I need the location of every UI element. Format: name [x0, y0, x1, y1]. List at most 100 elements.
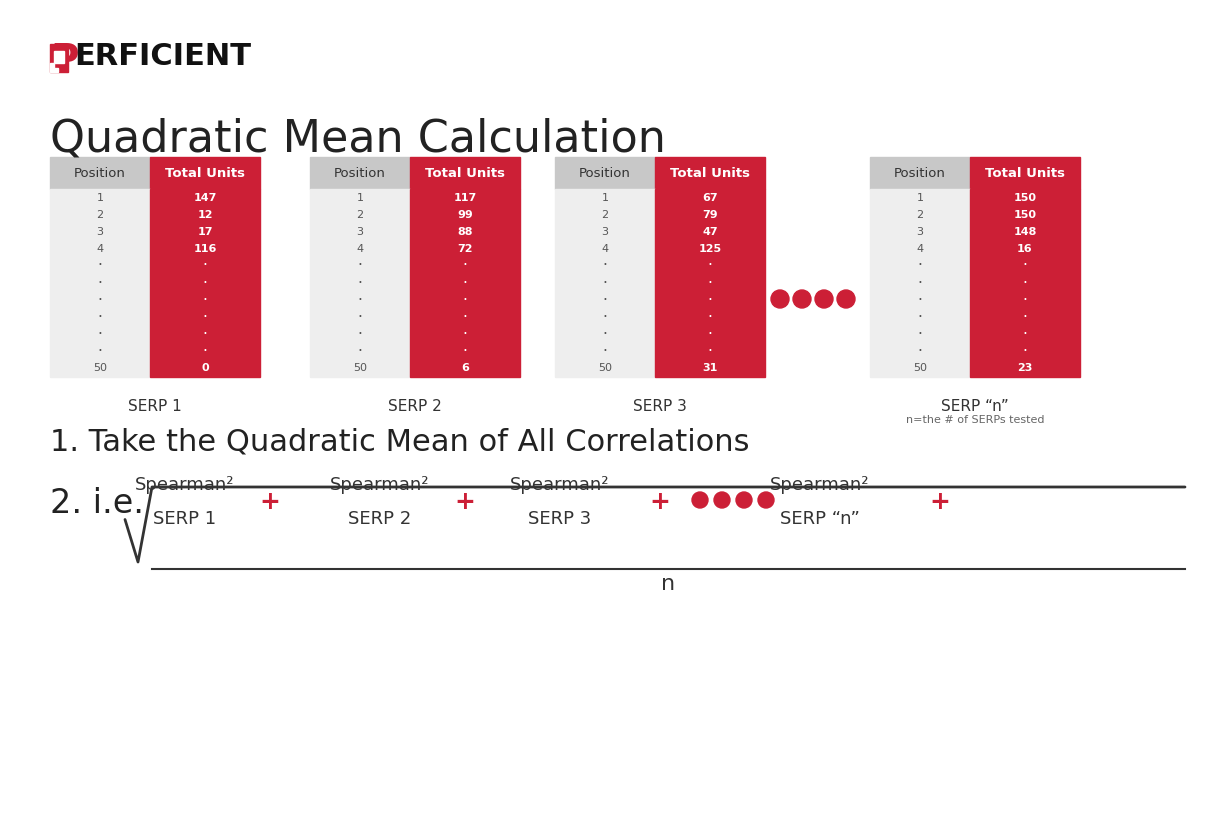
- Text: 1: 1: [916, 193, 923, 203]
- Bar: [555, 157, 656, 189]
- Text: ·: ·: [708, 275, 713, 291]
- Text: 1: 1: [356, 193, 363, 203]
- Text: 0: 0: [202, 364, 209, 373]
- Bar: [410, 157, 520, 189]
- Text: 2: 2: [356, 210, 363, 220]
- Text: Position: Position: [894, 167, 945, 180]
- Text: SERP 2: SERP 2: [349, 510, 412, 528]
- Text: 16: 16: [1018, 243, 1032, 254]
- Text: ·: ·: [98, 344, 103, 359]
- Text: ·: ·: [708, 258, 713, 274]
- Text: Position: Position: [75, 167, 126, 180]
- Text: ·: ·: [98, 327, 103, 342]
- Text: ·: ·: [603, 275, 608, 291]
- Text: P: P: [50, 42, 78, 80]
- Text: 1: 1: [97, 193, 104, 203]
- Text: 79: 79: [702, 210, 718, 220]
- Text: Spearman²: Spearman²: [770, 476, 870, 494]
- Text: 1: 1: [602, 193, 609, 203]
- Text: 2: 2: [97, 210, 104, 220]
- Text: 3: 3: [356, 227, 363, 237]
- Text: ·: ·: [357, 258, 362, 274]
- Text: 4: 4: [916, 243, 923, 254]
- Text: Total Units: Total Units: [670, 167, 750, 180]
- Text: ·: ·: [603, 344, 608, 359]
- Text: ·: ·: [708, 327, 713, 342]
- Text: ·: ·: [917, 310, 922, 324]
- Text: 50: 50: [353, 364, 367, 373]
- Text: 50: 50: [93, 364, 106, 373]
- Text: ·: ·: [603, 310, 608, 324]
- Text: ·: ·: [603, 327, 608, 342]
- Text: ·: ·: [357, 275, 362, 291]
- Text: +: +: [649, 490, 670, 514]
- Bar: [656, 157, 766, 189]
- Text: ·: ·: [603, 292, 608, 307]
- Text: SERP 1: SERP 1: [128, 399, 182, 414]
- Text: ·: ·: [917, 275, 922, 291]
- Circle shape: [714, 492, 730, 508]
- Text: ·: ·: [1022, 310, 1027, 324]
- Text: ·: ·: [917, 258, 922, 274]
- Circle shape: [758, 492, 774, 508]
- Text: ·: ·: [98, 258, 103, 274]
- Text: ·: ·: [462, 258, 467, 274]
- Text: n=the # of SERPs tested: n=the # of SERPs tested: [906, 415, 1044, 425]
- Text: 1. Take the Quadratic Mean of All Correlations: 1. Take the Quadratic Mean of All Correl…: [50, 427, 750, 456]
- Text: ·: ·: [1022, 327, 1027, 342]
- Text: 50: 50: [598, 364, 612, 373]
- Text: ERFICIENT: ERFICIENT: [75, 42, 251, 71]
- Text: ·: ·: [203, 258, 208, 274]
- Text: ·: ·: [708, 292, 713, 307]
- Text: ·: ·: [1022, 292, 1027, 307]
- Text: 3: 3: [916, 227, 923, 237]
- Text: 4: 4: [356, 243, 363, 254]
- Bar: [309, 157, 410, 189]
- Text: ·: ·: [1022, 344, 1027, 359]
- Text: ·: ·: [462, 344, 467, 359]
- Bar: [870, 157, 970, 189]
- Text: 150: 150: [1014, 210, 1037, 220]
- Text: 148: 148: [1014, 227, 1037, 237]
- Text: 50: 50: [914, 364, 927, 373]
- Circle shape: [837, 290, 855, 308]
- Text: Position: Position: [578, 167, 631, 180]
- Text: n: n: [662, 574, 675, 594]
- Bar: [870, 189, 970, 377]
- Text: SERP 3: SERP 3: [528, 510, 592, 528]
- Text: 2: 2: [916, 210, 923, 220]
- Text: ·: ·: [203, 344, 208, 359]
- Text: ·: ·: [98, 310, 103, 324]
- Text: ·: ·: [357, 344, 362, 359]
- Text: ·: ·: [203, 275, 208, 291]
- Text: ·: ·: [708, 310, 713, 324]
- Text: ·: ·: [203, 327, 208, 342]
- Text: ·: ·: [98, 292, 103, 307]
- Text: +: +: [259, 490, 280, 514]
- Text: ·: ·: [917, 344, 922, 359]
- Text: ·: ·: [1022, 275, 1027, 291]
- Circle shape: [793, 290, 811, 308]
- Bar: [50, 44, 68, 72]
- Text: 4: 4: [97, 243, 104, 254]
- Bar: [410, 189, 520, 377]
- Text: SERP “n”: SERP “n”: [780, 510, 860, 528]
- Text: ·: ·: [357, 310, 362, 324]
- Text: ·: ·: [462, 310, 467, 324]
- Text: 31: 31: [702, 364, 718, 373]
- Text: Total Units: Total Units: [165, 167, 245, 180]
- Bar: [54, 51, 64, 63]
- Text: 23: 23: [1018, 364, 1032, 373]
- Circle shape: [770, 290, 789, 308]
- Text: 150: 150: [1014, 193, 1037, 203]
- Text: ·: ·: [603, 258, 608, 274]
- Bar: [150, 157, 260, 189]
- Bar: [50, 157, 150, 189]
- Bar: [150, 189, 260, 377]
- Text: 67: 67: [702, 193, 718, 203]
- Bar: [50, 189, 150, 377]
- Text: Total Units: Total Units: [985, 167, 1065, 180]
- Text: 4: 4: [602, 243, 609, 254]
- Text: ·: ·: [708, 344, 713, 359]
- Text: ·: ·: [1022, 258, 1027, 274]
